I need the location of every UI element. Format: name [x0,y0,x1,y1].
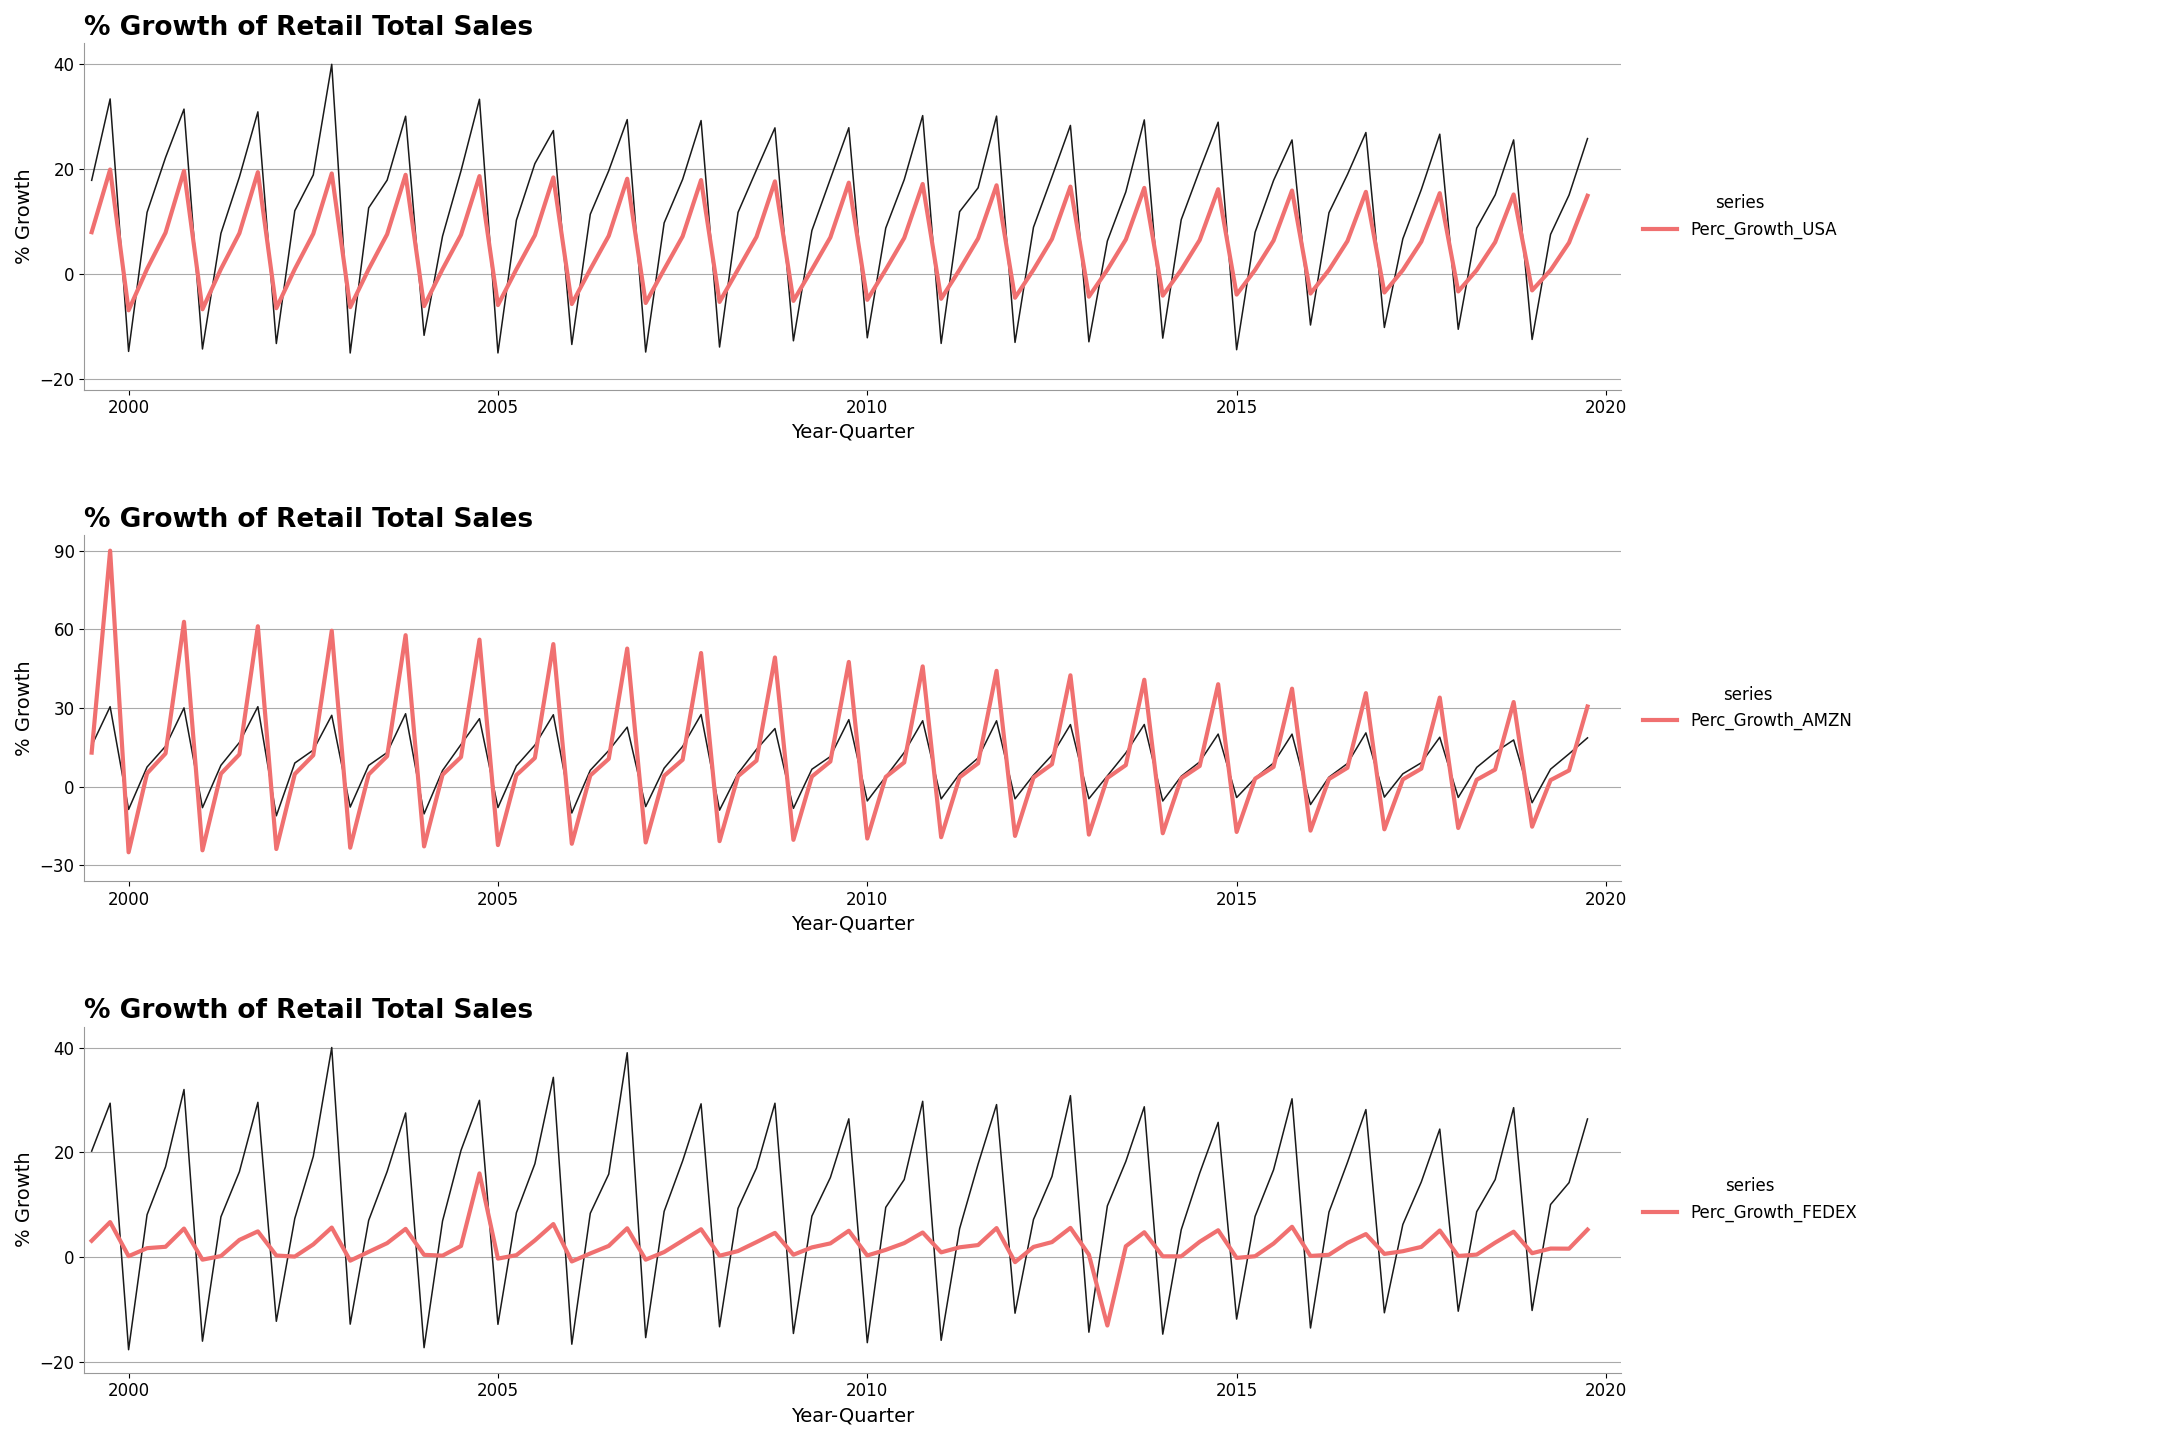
X-axis label: Year-Quarter: Year-Quarter [791,1405,914,1426]
Legend: Perc_Growth_USA: Perc_Growth_USA [1637,187,1842,245]
Text: % Growth of Retail Total Sales: % Growth of Retail Total Sales [84,507,534,533]
Text: % Growth of Retail Total Sales: % Growth of Retail Total Sales [84,998,534,1024]
Y-axis label: % Growth: % Growth [15,168,35,265]
Y-axis label: % Growth: % Growth [15,660,35,756]
Legend: Perc_Growth_AMZN: Perc_Growth_AMZN [1637,680,1858,737]
X-axis label: Year-Quarter: Year-Quarter [791,914,914,933]
Legend: Perc_Growth_FEDEX: Perc_Growth_FEDEX [1637,1171,1864,1228]
Text: % Growth of Retail Total Sales: % Growth of Retail Total Sales [84,14,534,40]
Y-axis label: % Growth: % Growth [15,1152,35,1247]
X-axis label: Year-Quarter: Year-Quarter [791,423,914,442]
